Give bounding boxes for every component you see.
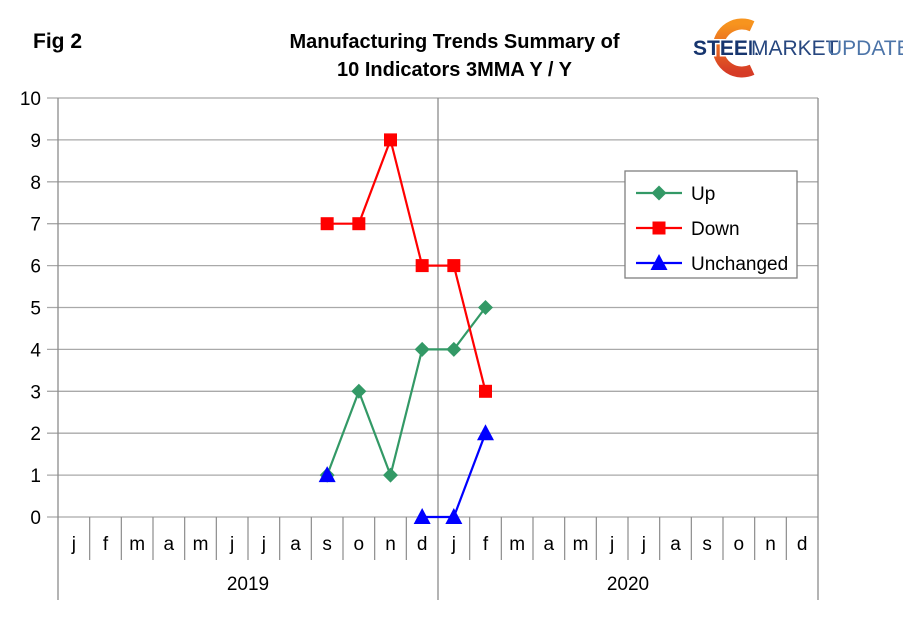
month-label: f — [483, 534, 489, 555]
marker-diamond — [478, 300, 493, 315]
legend-entry-up: Up — [636, 184, 715, 205]
y-tick-label-9: 9 — [30, 131, 41, 152]
month-label: j — [641, 534, 646, 555]
logo-market-text: MARKET — [751, 37, 839, 60]
logo-update-text: UPDATE — [827, 37, 903, 60]
series-unchanged — [318, 424, 494, 524]
legend-label: Up — [691, 184, 715, 205]
legend-label: Down — [691, 219, 740, 240]
y-tick-label-0: 0 — [30, 508, 41, 529]
month-label: a — [290, 534, 301, 555]
marker-triangle — [413, 508, 431, 524]
figure-label: Fig 2 — [33, 30, 83, 53]
marker-triangle — [477, 424, 494, 441]
marker-square — [384, 133, 397, 147]
marker-triangle — [318, 466, 336, 483]
series-line — [326, 306, 487, 479]
y-axis-labels: 0 1 2 3 4 5 6 7 8 9 10 — [20, 89, 42, 529]
crescent-icon — [712, 18, 755, 78]
month-label: j — [451, 534, 456, 555]
y-tick-label-5: 5 — [30, 299, 41, 320]
marker-square — [352, 217, 366, 231]
marker-diamond — [651, 185, 667, 201]
month-label: a — [544, 534, 555, 555]
month-label: d — [417, 534, 428, 555]
y-tick-label-8: 8 — [30, 173, 41, 194]
month-label: o — [734, 534, 745, 555]
marker-square — [447, 259, 461, 273]
month-label: n — [385, 534, 396, 555]
chart-title-line2: 10 Indicators 3MMA Y / Y — [337, 59, 572, 81]
legend-entry-unchanged: Unchanged — [636, 254, 788, 275]
month-label: j — [229, 534, 234, 555]
logo-steel-text: STEEL — [693, 37, 761, 60]
marker-triangle — [650, 254, 668, 270]
series-up — [319, 300, 493, 483]
legend-label: Unchanged — [691, 254, 788, 275]
month-label: m — [129, 534, 145, 555]
marker-square — [479, 384, 492, 398]
smu-logo-graphic: STEEL MARKET UPDATE — [692, 18, 909, 78]
month-label: a — [164, 534, 175, 555]
chart-title-line1: Manufacturing Trends Summary of — [289, 31, 620, 53]
month-label: j — [261, 534, 266, 555]
month-label: d — [797, 534, 808, 555]
year-label-2019: 2019 — [227, 574, 269, 595]
y-tick-label-2: 2 — [30, 424, 41, 445]
y-tick-label-6: 6 — [30, 257, 41, 278]
x-axis-years: 2019 2020 — [227, 574, 649, 595]
y-tick-label-4: 4 — [30, 340, 41, 361]
marker-diamond — [446, 341, 462, 357]
month-label: s — [322, 534, 332, 555]
y-tick-label-7: 7 — [30, 215, 41, 236]
month-label: s — [702, 534, 712, 555]
month-label: j — [71, 534, 76, 555]
marker-square — [652, 221, 666, 235]
month-label: a — [670, 534, 681, 555]
month-label: o — [354, 534, 365, 555]
month-label: j — [609, 534, 614, 555]
y-tick-label-10: 10 — [20, 89, 41, 110]
month-label: m — [193, 534, 209, 555]
smu-logo: STEEL MARKET UPDATE — [688, 8, 909, 84]
marker-diamond — [351, 383, 367, 399]
legend: Up Down Unchanged — [624, 170, 798, 279]
month-label: f — [103, 534, 109, 555]
month-label: n — [765, 534, 776, 555]
marker-square — [320, 217, 334, 231]
legend-entry-down: Down — [636, 219, 740, 240]
year-label-2020: 2020 — [607, 574, 649, 595]
month-label: m — [509, 534, 525, 555]
chart-title: Manufacturing Trends Summary of 10 Indic… — [0, 28, 909, 84]
gridlines — [47, 97, 818, 518]
series-down — [320, 133, 492, 398]
y-tick-label-1: 1 — [30, 466, 41, 487]
marker-diamond — [414, 341, 430, 357]
marker-diamond — [383, 467, 398, 483]
y-tick-label-3: 3 — [30, 382, 41, 403]
month-label: m — [573, 534, 589, 555]
marker-square — [415, 259, 429, 273]
marker-triangle — [445, 508, 463, 524]
